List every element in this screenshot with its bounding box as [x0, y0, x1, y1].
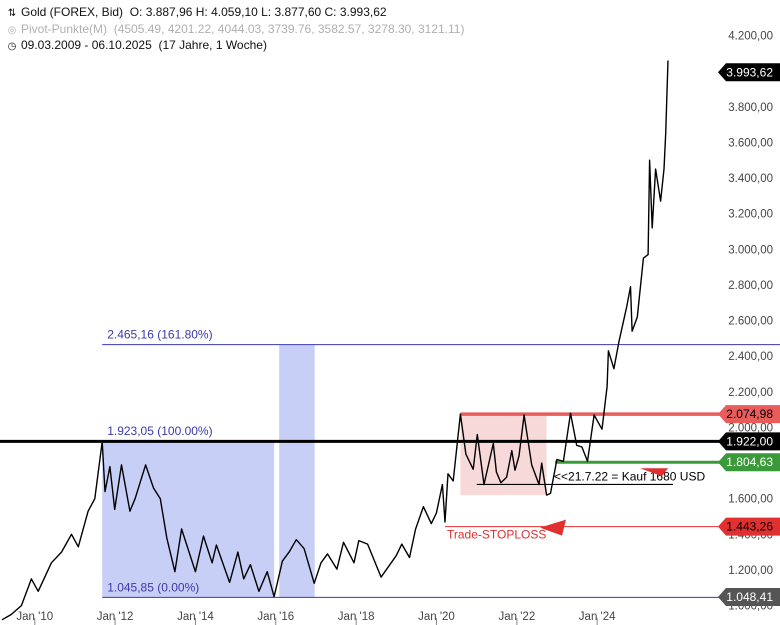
ohlc-bars-icon: ⇅ — [7, 8, 17, 19]
y-tick-label-13: 3.600,00 — [728, 137, 773, 149]
y-tick-label-9: 2.800,00 — [728, 280, 773, 292]
fib-label-2: 1.923,05 (100.00%) — [107, 424, 212, 438]
price-tag-label-stop: 1.443,26 — [726, 520, 773, 534]
chart-header-line-1: ⇅ Gold (FOREX, Bid) O: 3.887,96 H: 4.059,… — [6, 5, 387, 19]
y-tick-label-6: 2.200,00 — [728, 387, 773, 399]
annotation-stoploss: Trade-STOPLOSS — [447, 528, 546, 542]
x-tick-label-2022: Jan '22 — [499, 611, 536, 623]
x-tick-label-2016: Jan '16 — [257, 611, 294, 623]
y-tick-label-14: 3.800,00 — [728, 102, 773, 114]
y-tick-label-12: 3.400,00 — [728, 173, 773, 185]
price-tag-low — [718, 587, 780, 606]
ohlc-values: O: 3.887,96 H: 4.059,10 L: 3.877,60 C: 3… — [129, 5, 387, 19]
annotation-buy: <<21.7.22 = Kauf 1680 USD — [554, 469, 705, 483]
clock-icon: ◷ — [7, 41, 17, 52]
y-tick-label-10: 3.000,00 — [728, 244, 773, 256]
price-tag-label-low: 1.048,41 — [726, 590, 773, 604]
y-tick-label-16: 4.200,00 — [728, 31, 773, 43]
price-tag-current — [718, 63, 780, 82]
y-tick-label-7: 2.400,00 — [728, 351, 773, 363]
x-tick-label-2018: Jan '18 — [338, 611, 375, 623]
pivot-indicator-values: (4505.49, 4201.22, 4044.03, 3739.76, 358… — [113, 22, 465, 36]
x-tick-label-2020: Jan '20 — [418, 611, 455, 623]
fib-label-1: 2.465,16 (161.80%) — [107, 328, 212, 342]
price-tag-stop — [718, 517, 780, 536]
price-line — [1, 60, 669, 621]
instrument-name: Gold (FOREX, Bid) — [21, 5, 124, 19]
y-tick-label-1: 1.200,00 — [728, 565, 773, 577]
x-tick-label-2010: Jan '10 — [16, 611, 53, 623]
support-arrow — [640, 468, 668, 477]
shaded-zone-3 — [460, 414, 547, 496]
date-range: 09.03.2009 - 06.10.2025 — [21, 38, 152, 52]
price-tag-key — [718, 432, 780, 451]
chart-header-line-3: ◷ 09.03.2009 - 06.10.2025 (17 Jahre, 1 Wo… — [6, 38, 267, 52]
price-tag-label-support: 1.804,63 — [726, 455, 773, 469]
price-tag-resistance — [718, 405, 780, 424]
indicator-eye-icon[interactable]: ◎ — [7, 25, 17, 36]
price-tag-label-resistance: 2.074,98 — [726, 407, 773, 421]
price-tag-support — [718, 453, 780, 472]
price-tag-label-current: 3.993,62 — [726, 65, 773, 79]
y-tick-label-11: 3.200,00 — [728, 209, 773, 221]
x-tick-label-2012: Jan '12 — [97, 611, 134, 623]
y-tick-label-3: 1.600,00 — [728, 494, 773, 506]
x-tick-label-2024: Jan '24 — [579, 611, 616, 623]
stoploss-arrow — [540, 519, 566, 536]
y-tick-label-5: 2.000,00 — [728, 422, 773, 434]
y-tick-label-8: 2.600,00 — [728, 316, 773, 328]
x-tick-label-2014: Jan '14 — [177, 611, 214, 623]
price-tag-label-key: 1.922,00 — [726, 434, 773, 448]
chart-header-line-2: ◎ Pivot-Punkte(M) (4505.49, 4201.22, 4044… — [6, 22, 465, 36]
pivot-indicator-label[interactable]: Pivot-Punkte(M) — [21, 22, 108, 36]
shaded-zone-2 — [279, 344, 315, 598]
shaded-zone-1 — [102, 441, 275, 598]
fib-label-3: 1.045,85 (0.00%) — [107, 580, 199, 594]
date-range-duration: (17 Jahre, 1 Woche) — [158, 38, 267, 52]
